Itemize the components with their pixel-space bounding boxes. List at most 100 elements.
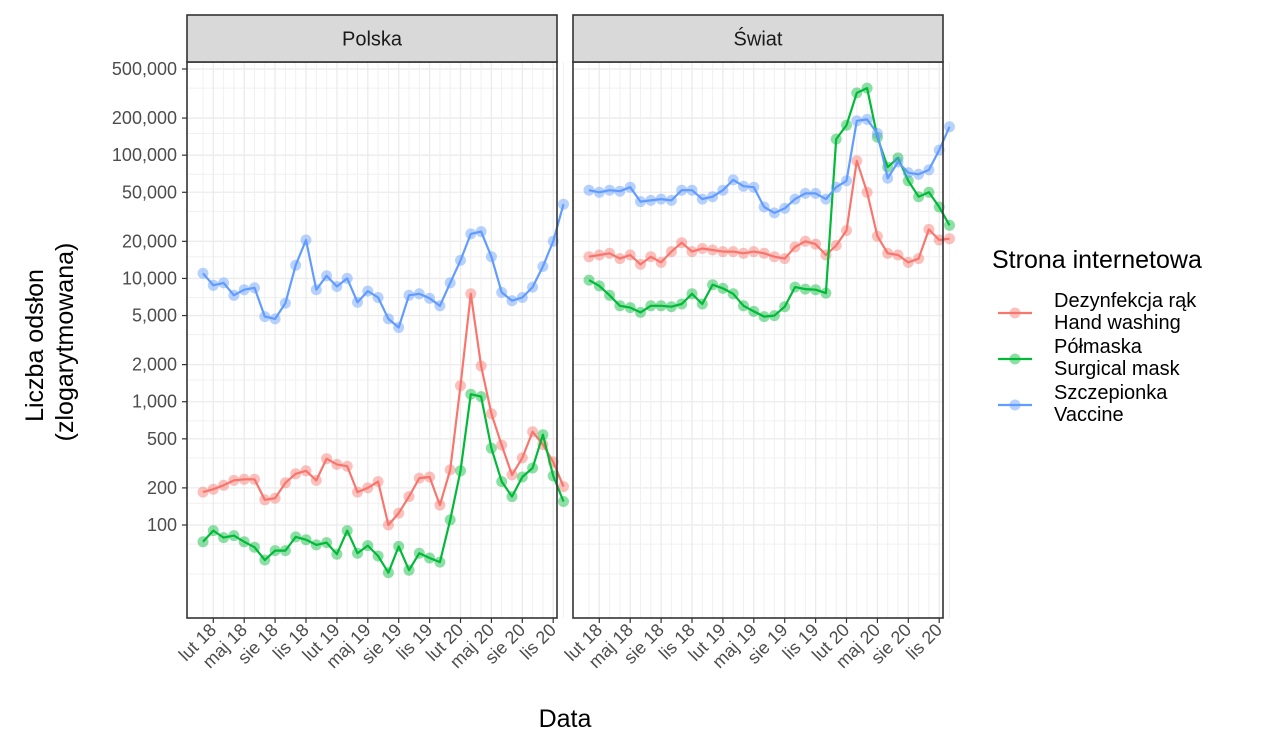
data-point — [593, 186, 605, 198]
data-point — [851, 87, 863, 99]
data-point — [547, 235, 559, 247]
data-point — [279, 545, 291, 557]
legend-title: Strona internetowa — [992, 246, 1202, 274]
y-axis-title-line-2: (zlogarytmowana) — [51, 243, 79, 442]
data-point — [321, 537, 333, 549]
data-point — [748, 305, 760, 317]
data-point — [779, 301, 791, 313]
data-point — [593, 249, 605, 261]
data-point — [655, 300, 667, 312]
data-point — [249, 473, 260, 485]
data-point — [758, 247, 770, 259]
y-tick-label: 100,000 — [112, 145, 177, 165]
data-point — [944, 219, 955, 231]
data-point — [413, 288, 425, 300]
data-point — [717, 282, 729, 294]
data-point — [944, 121, 955, 133]
data-point — [717, 184, 729, 196]
y-axis-ticks: 100 200 500 1,000 2,000 5,000 10,000 20,000 50,0… — [112, 59, 187, 535]
y-tick-label: 500 — [147, 429, 177, 449]
data-point — [789, 241, 801, 253]
data-point — [861, 82, 873, 94]
data-point — [558, 496, 569, 507]
data-point — [768, 251, 780, 263]
data-point — [933, 144, 945, 156]
series-1 — [583, 155, 955, 270]
data-point — [558, 481, 569, 493]
y-tick-label: 200 — [147, 478, 177, 498]
legend-key-point — [1009, 307, 1021, 319]
data-point — [485, 408, 497, 420]
legend-label: Dezynfekcja rąk Hand washing — [1054, 290, 1197, 334]
data-point — [362, 540, 374, 552]
data-point — [228, 530, 240, 542]
data-point — [382, 313, 394, 325]
data-point — [341, 525, 353, 537]
data-point — [768, 310, 780, 322]
data-point — [861, 186, 873, 198]
data-point — [851, 155, 863, 167]
data-point — [382, 519, 394, 531]
data-point — [516, 292, 528, 303]
data-point — [820, 287, 832, 299]
data-point — [372, 476, 384, 488]
data-point — [218, 479, 230, 491]
x-tick-label: lis 20 — [902, 620, 946, 664]
data-point — [207, 483, 219, 495]
data-point — [197, 486, 209, 498]
data-point — [259, 311, 271, 323]
data-point — [676, 298, 688, 310]
data-point — [696, 298, 708, 310]
facet-strip-label: Świat — [734, 27, 783, 51]
data-point — [537, 429, 549, 441]
data-point — [300, 534, 312, 546]
data-point — [290, 468, 302, 480]
data-point — [506, 295, 518, 307]
data-point — [738, 180, 749, 192]
data-point — [923, 164, 935, 176]
data-point — [707, 244, 719, 256]
facet-strip — [186, 14, 558, 63]
data-point — [635, 258, 646, 270]
data-point — [727, 174, 739, 186]
y-axis-title-line-1: Liczba odsłon — [21, 269, 49, 422]
data-point — [779, 253, 791, 265]
data-point — [593, 280, 605, 292]
series-1 — [197, 288, 569, 531]
data-point — [393, 322, 405, 333]
data-point — [403, 564, 415, 576]
series-line — [202, 292, 565, 527]
data-point — [583, 251, 595, 263]
y-tick-label: 1,000 — [132, 392, 177, 412]
y-tick-label: 200,000 — [112, 108, 177, 128]
data-point — [686, 246, 698, 258]
data-point — [352, 486, 363, 498]
data-point — [424, 552, 436, 564]
data-point — [923, 223, 935, 235]
data-point — [923, 186, 935, 198]
data-point — [465, 228, 477, 240]
data-point — [707, 191, 719, 203]
data-point — [218, 277, 230, 289]
data-point — [871, 128, 883, 139]
data-point — [506, 491, 518, 503]
data-point — [269, 313, 281, 325]
series-2 — [197, 388, 569, 579]
data-point — [331, 548, 343, 560]
data-point — [696, 193, 708, 205]
data-point — [403, 289, 415, 301]
data-point — [207, 525, 219, 537]
facet-strip — [572, 14, 944, 63]
data-point — [604, 289, 616, 301]
data-point — [913, 168, 925, 180]
y-tick-label: 5,000 — [132, 306, 177, 326]
legend-entry: Szczepionka Vaccine — [998, 382, 1168, 426]
data-point — [269, 545, 281, 557]
data-point — [583, 184, 595, 196]
data-point — [434, 499, 446, 511]
data-point — [310, 284, 322, 296]
data-point — [506, 469, 518, 481]
data-point — [624, 302, 636, 314]
